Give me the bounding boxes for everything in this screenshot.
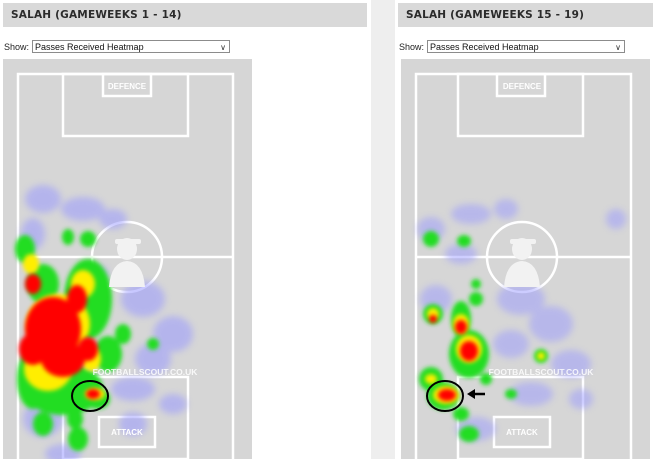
heatmap-type-select[interactable]: Passes Received Heatmap ∨ (32, 40, 231, 53)
heatmap-layer (417, 199, 626, 442)
panel-title: SALAH (GAMEWEEKS 15 - 19) (398, 3, 653, 27)
pitch-lines (16, 72, 235, 459)
pitch-label-defence: DEFENCE (503, 82, 542, 91)
pitch-svg: DEFENCE ATTACK FOOTBALLSCOUT.CO.UK (3, 59, 252, 459)
select-value: Passes Received Heatmap (430, 42, 539, 52)
pitch-label-defence: DEFENCE (108, 82, 147, 91)
show-label: Show: (4, 41, 30, 52)
heatmap-layer (15, 185, 193, 459)
pitch-label-attack: ATTACK (506, 428, 538, 437)
arrow-left-icon (467, 389, 485, 399)
player-silhouette-icon (504, 238, 540, 287)
show-row: Show: Passes Received Heatmap ∨ (399, 40, 626, 53)
annotation-circle (71, 380, 109, 412)
panel-divider (371, 0, 395, 459)
heatmap-panel-right: SALAH (GAMEWEEKS 15 - 19) Show: Passes R… (395, 0, 653, 459)
heatmap-type-select[interactable]: Passes Received Heatmap ∨ (427, 40, 626, 53)
annotation-circle (426, 380, 464, 412)
chevron-down-icon: ∨ (220, 43, 227, 52)
chevron-down-icon: ∨ (615, 43, 622, 52)
heatmap-panel-left: SALAH (GAMEWEEKS 1 - 14) Show: Passes Re… (3, 3, 367, 459)
pitch-svg: DEFENCE ATTACK FOOTBALLSCOUT.CO.UK (401, 59, 650, 459)
pitch: DEFENCE ATTACK FOOTBALLSCOUT.CO.UK (401, 59, 650, 459)
select-value: Passes Received Heatmap (35, 42, 144, 52)
pitch: DEFENCE ATTACK FOOTBALLSCOUT.CO.UK (3, 59, 252, 459)
show-label: Show: (399, 41, 425, 52)
show-row: Show: Passes Received Heatmap ∨ (4, 40, 231, 53)
watermark: FOOTBALLSCOUT.CO.UK (93, 367, 199, 377)
panel-title: SALAH (GAMEWEEKS 1 - 14) (3, 3, 367, 27)
pitch-label-attack: ATTACK (111, 428, 143, 437)
player-silhouette-icon (109, 238, 145, 287)
watermark: FOOTBALLSCOUT.CO.UK (489, 367, 595, 377)
